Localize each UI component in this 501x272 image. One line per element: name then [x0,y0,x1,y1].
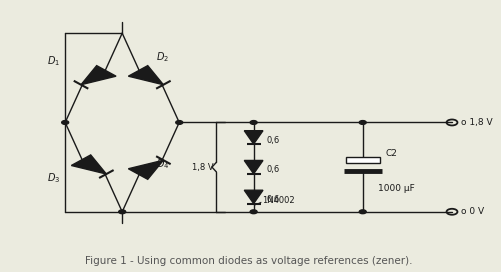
Circle shape [359,210,366,214]
Text: 1N4002: 1N4002 [263,196,295,205]
Text: C2: C2 [385,149,397,158]
Polygon shape [244,190,263,203]
Polygon shape [81,66,116,85]
Text: 0,6: 0,6 [266,135,279,144]
Circle shape [359,120,366,124]
Text: o 0 V: o 0 V [461,207,484,216]
Circle shape [119,210,126,214]
Circle shape [62,120,69,124]
Text: $D_3$: $D_3$ [47,171,60,185]
Text: Figure 1 - Using common diodes as voltage references (zener).: Figure 1 - Using common diodes as voltag… [85,256,412,266]
Polygon shape [71,155,106,174]
Text: 1,8 V: 1,8 V [192,163,214,172]
Circle shape [250,210,257,214]
Polygon shape [128,160,163,179]
Text: $D_2$: $D_2$ [156,51,169,64]
Bar [346,157,380,163]
Text: o 1,8 V: o 1,8 V [461,118,492,127]
Text: $D_4$: $D_4$ [156,157,169,171]
Circle shape [250,120,257,124]
Text: 0,6: 0,6 [266,165,279,174]
Text: 0,6: 0,6 [266,195,279,204]
Polygon shape [244,160,263,174]
Polygon shape [128,66,163,85]
Circle shape [176,120,183,124]
Text: 1000 μF: 1000 μF [378,184,414,193]
Text: $D_1$: $D_1$ [47,55,60,69]
Polygon shape [244,131,263,144]
